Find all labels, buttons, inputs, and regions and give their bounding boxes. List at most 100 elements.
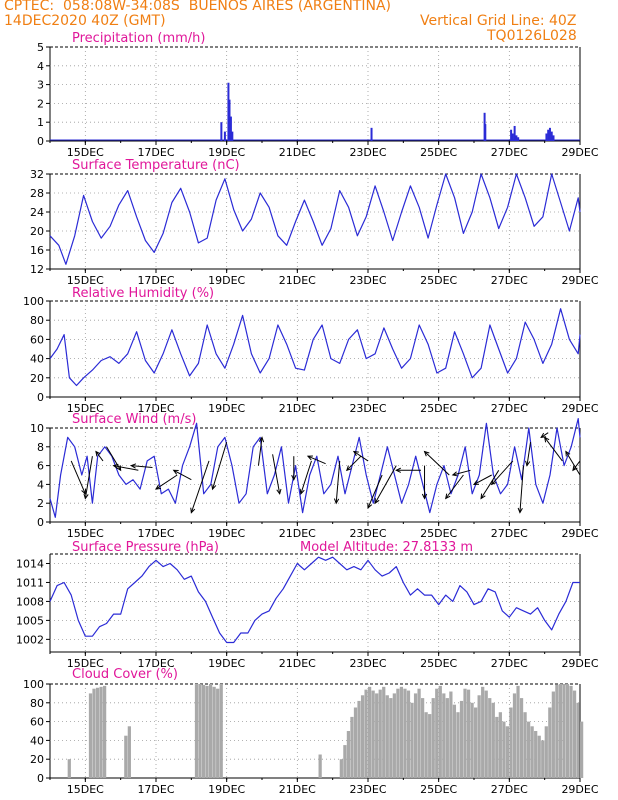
wind-arrow-shaft: [346, 455, 362, 471]
x-tick-label: 23DEC: [349, 274, 386, 287]
cloud-bar: [435, 688, 439, 778]
y-tick-label: 100: [23, 295, 44, 308]
cloud-bar: [103, 685, 107, 778]
panel-wind: 0 2 4 6 8 10 15DEC 17DEC 19DEC 21DEC 23DEC 25DEC 27D…: [30, 412, 599, 540]
x-tick-label: 17DEC: [137, 146, 174, 159]
precip-bar: [229, 116, 232, 141]
wind-arrow-shaft: [424, 451, 450, 476]
wind-arrow-shaft: [190, 460, 210, 513]
wind-arrow-head: [291, 474, 297, 481]
x-tick-label: 21DEC: [279, 402, 316, 415]
cloud-bar: [92, 688, 96, 778]
x-tick-label: 17DEC: [137, 402, 174, 415]
y-tick-label: 1008: [16, 595, 44, 608]
cloud-bar: [219, 684, 223, 778]
cloud-bar: [343, 745, 347, 778]
panel-annotation: Model Altitude: 27.8133 m: [300, 540, 473, 555]
cloud-bar: [477, 695, 481, 778]
x-tick-label: 21DEC: [279, 657, 316, 670]
wind-arrow-shaft: [519, 465, 524, 513]
panel-pres: 1002 1005 1008 1011 1014 15DEC 17DEC 19DEC 21DEC…: [16, 540, 599, 670]
cloud-bar: [209, 684, 213, 778]
x-tick-label: 27DEC: [491, 146, 528, 159]
cloud-bar: [523, 712, 527, 778]
wind-line: [49, 418, 581, 518]
x-tick-label: 19DEC: [208, 402, 245, 415]
panel-title: Relative Humidity (%): [72, 286, 214, 301]
y-tick-label: 16: [30, 244, 44, 257]
y-tick-label: 12: [30, 263, 44, 276]
wind-arrow-head: [345, 465, 352, 472]
wind-arrow-head: [155, 484, 162, 490]
cloud-bar: [484, 690, 488, 778]
x-tick-label: 21DEC: [279, 783, 316, 796]
wind-arrow-shaft: [212, 441, 228, 490]
y-tick-label: 0: [37, 772, 44, 785]
precip-bar: [548, 127, 551, 141]
cloud-bar: [368, 686, 372, 778]
y-tick-label: 1: [37, 116, 44, 129]
panel-precip: 0 1 2 3 4 5 15DEC 17DEC 19DEC 21DEC 23DEC 25DEC 27DE…: [37, 31, 599, 159]
wind-arrow-head: [451, 471, 458, 477]
y-tick-label: 80: [30, 314, 44, 327]
cloud-bar: [551, 691, 555, 778]
wind-arrow-shaft: [70, 460, 86, 494]
x-tick-label: 23DEC: [349, 527, 386, 540]
wind-arrow-shaft: [565, 451, 581, 476]
wind-arrow-shaft: [173, 469, 192, 481]
cloud-bar: [385, 695, 389, 778]
wind-arrow-shaft: [95, 451, 104, 462]
grid-note-header: Vertical Grid Line: 40Z: [420, 13, 577, 29]
panel-title: Cloud Cover (%): [72, 667, 178, 682]
x-tick-label: 17DEC: [137, 527, 174, 540]
wind-arrow-head: [211, 484, 217, 491]
x-tick-label: 17DEC: [137, 274, 174, 287]
cloud-bar: [576, 702, 580, 778]
y-tick-label: 2: [37, 97, 44, 110]
precip-bar: [484, 124, 487, 141]
cloud-bar: [216, 688, 220, 778]
wind-arrow-head: [352, 450, 359, 457]
cloud-bar: [474, 707, 478, 778]
wind-arrow-shaft: [452, 469, 471, 476]
pres-line: [49, 556, 580, 644]
cloud-bar: [67, 759, 71, 778]
x-tick-label: 15DEC: [67, 146, 104, 159]
wind-arrow-shaft: [113, 465, 139, 471]
cloud-bar: [353, 707, 358, 778]
x-tick-label: 27DEC: [491, 657, 528, 670]
y-tick-label: 5: [37, 41, 44, 54]
cloud-bar: [194, 684, 199, 778]
wind-arrow-head: [130, 463, 137, 469]
precip-bar: [220, 122, 223, 141]
cloud-bar: [88, 693, 93, 778]
station-header: CPTEC: 058:08W-34:08S BUENOS AIRES (ARGE…: [4, 0, 391, 14]
precip-bar: [552, 135, 555, 141]
cloud-bar: [452, 704, 457, 778]
y-tick-label: 60: [30, 333, 44, 346]
x-tick-label: 15DEC: [67, 527, 104, 540]
code-header: TQ0126L028: [487, 28, 577, 44]
x-tick-label: 19DEC: [208, 783, 245, 796]
cloud-bar: [456, 712, 460, 778]
x-tick-label: 21DEC: [279, 146, 316, 159]
x-tick-label: 15DEC: [67, 402, 104, 415]
wind-arrow-head: [81, 488, 87, 495]
wind-arrow-shaft: [374, 465, 397, 504]
cloud-bar: [424, 712, 428, 778]
x-tick-label: 21DEC: [279, 274, 316, 287]
y-tick-label: 3: [37, 79, 44, 92]
y-tick-label: 20: [30, 225, 44, 238]
x-tick-label: 29DEC: [561, 274, 598, 287]
panel-rh: 0 20 40 60 80 100 15DEC 17DEC 19DEC 21DEC 23DEC 25D…: [23, 286, 599, 415]
cloud-bar: [491, 702, 495, 778]
cloud-bar: [530, 726, 534, 778]
cloud-bar: [396, 688, 400, 778]
wind-arrow-head: [445, 493, 451, 500]
cloud-bar: [346, 731, 351, 778]
y-tick-label: 4: [37, 60, 44, 73]
cloud-bar: [350, 716, 354, 778]
wind-arrow-shaft: [335, 460, 341, 504]
precip-bar: [228, 99, 231, 141]
y-tick-label: 40: [30, 734, 44, 747]
